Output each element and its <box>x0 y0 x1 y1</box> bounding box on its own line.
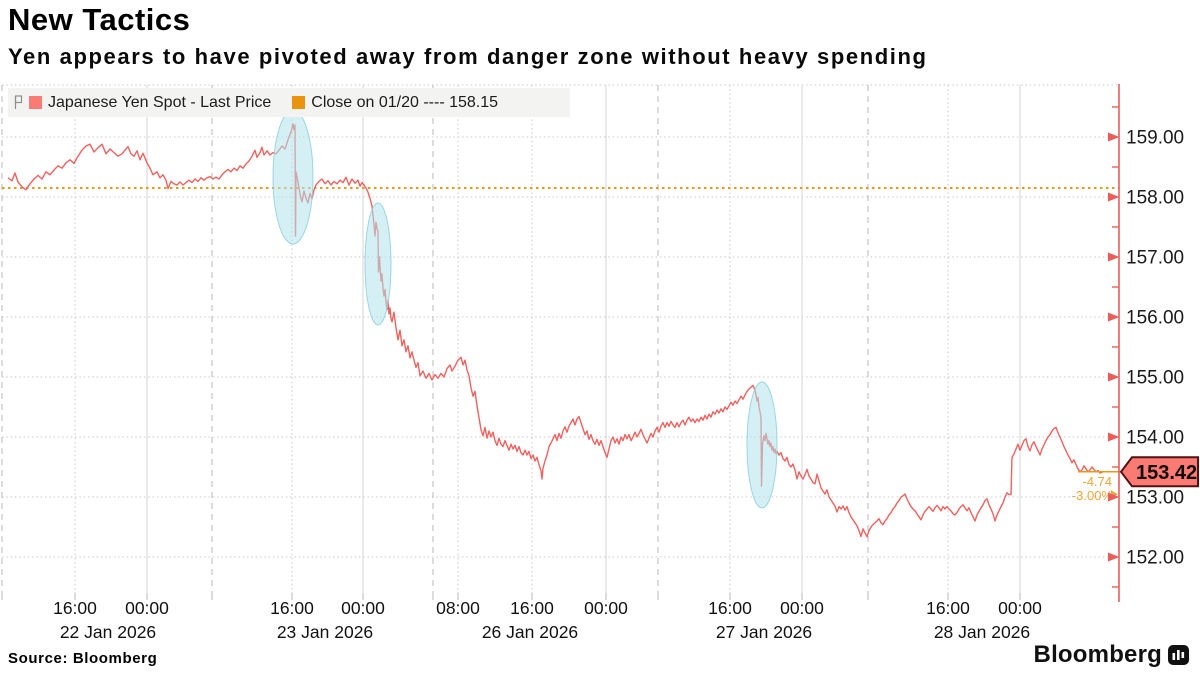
x-axis-time-label: 00:00 <box>780 598 824 618</box>
source-credit: Source: Bloomberg <box>8 650 158 667</box>
y-axis-tick-arrow <box>1108 432 1120 442</box>
chart-legend: Japanese Yen Spot - Last Price Close on … <box>8 88 570 117</box>
y-axis-label: 158.00 <box>1126 188 1184 209</box>
x-axis-date-label: 28 Jan 2026 <box>934 622 1030 642</box>
y-axis-label: 159.00 <box>1126 128 1184 149</box>
x-axis-date-label: 27 Jan 2026 <box>716 622 812 642</box>
y-axis-tick-arrow <box>1108 552 1120 562</box>
y-axis-tick-arrow <box>1108 492 1120 502</box>
x-axis-date-label: 22 Jan 2026 <box>60 622 156 642</box>
x-axis-time-label: 16:00 <box>926 598 970 618</box>
page-title: New Tactics <box>8 2 191 37</box>
highlight-ellipse <box>364 202 392 326</box>
x-axis-time-label: 00:00 <box>125 598 169 618</box>
y-axis-label: 154.00 <box>1126 428 1184 449</box>
x-axis-time-label: 16:00 <box>708 598 752 618</box>
y-axis-tick-arrow <box>1108 252 1120 262</box>
x-axis-time-label: 00:00 <box>998 598 1042 618</box>
y-axis-label: 157.00 <box>1126 248 1184 269</box>
close-swatch-icon <box>292 96 306 109</box>
bloomberg-logo-icon <box>1168 645 1189 665</box>
highlight-ellipse <box>272 109 314 245</box>
y-axis-label: 153.00 <box>1126 488 1184 509</box>
x-axis-time-label: 16:00 <box>510 598 554 618</box>
y-axis-label: 156.00 <box>1126 308 1184 329</box>
x-axis-time-label: 00:00 <box>584 598 628 618</box>
x-axis-date-label: 26 Jan 2026 <box>482 622 578 642</box>
page-subtitle: Yen appears to have pivoted away from da… <box>8 44 928 69</box>
last-price-value: 153.42 <box>1136 462 1197 484</box>
net-change-label: -4.74 <box>1082 474 1112 489</box>
bloomberg-wordmark: Bloomberg <box>1033 641 1162 668</box>
highlight-ellipse <box>746 381 778 509</box>
x-axis-time-label: 16:00 <box>270 598 314 618</box>
y-axis-label: 152.00 <box>1126 548 1184 569</box>
legend-close-label: Close on 01/20 ---- 158.15 <box>311 93 499 111</box>
x-axis-time-label: 00:00 <box>341 598 385 618</box>
y-axis-label: 155.00 <box>1126 368 1184 389</box>
series-swatch-icon <box>29 96 42 109</box>
bloomberg-brand: Bloomberg <box>1034 641 1190 669</box>
x-axis-time-label: 16:00 <box>53 598 97 618</box>
x-axis-date-label: 23 Jan 2026 <box>277 622 373 642</box>
pct-change-label: -3.00% <box>1072 488 1114 503</box>
y-axis-tick-arrow <box>1108 132 1120 142</box>
legend-series-label: Japanese Yen Spot - Last Price <box>48 93 272 111</box>
y-axis-tick-arrow <box>1108 192 1120 202</box>
price-line <box>7 123 1104 538</box>
x-axis-time-label: 08:00 <box>436 598 480 618</box>
y-axis-tick-arrow <box>1108 372 1120 382</box>
pin-icon <box>11 94 24 112</box>
last-price-tag <box>1119 456 1199 488</box>
y-axis-tick-arrow <box>1108 312 1120 322</box>
